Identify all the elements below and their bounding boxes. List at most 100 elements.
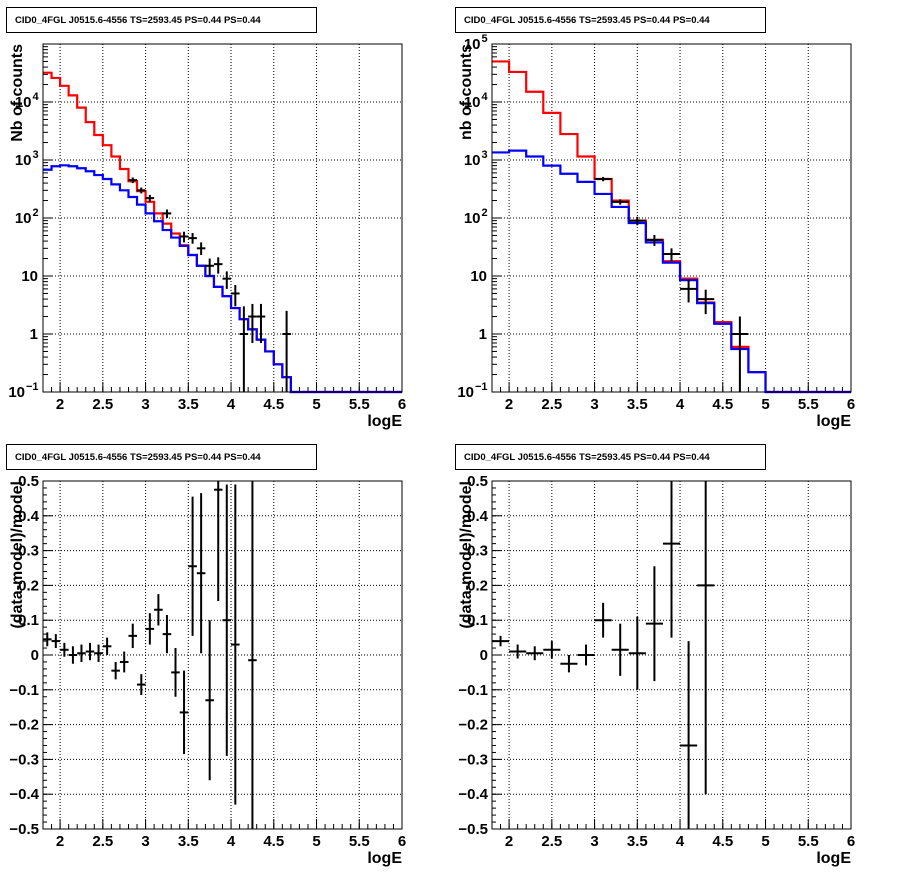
y-tick-label-base: 10 <box>464 210 481 227</box>
x-axis-title: logE <box>816 850 851 867</box>
y-tick-label-base: 10 <box>15 94 32 111</box>
y-tick-label-exponent: 3 <box>482 149 488 161</box>
y-tick-label: 0.4 <box>467 508 489 525</box>
y-tick-label-base: 10 <box>15 210 32 227</box>
x-axis-title: logE <box>367 850 402 867</box>
x-tick-label: 4 <box>676 396 685 413</box>
y-tick-label-exponent: 2 <box>33 207 39 219</box>
y-tick-label: 10 <box>470 268 487 285</box>
y-tick-label: −0.1 <box>9 682 39 699</box>
y-tick-label-base: 10 <box>464 152 481 169</box>
x-tick-label: 6 <box>847 833 855 850</box>
y-tick-label: 10 <box>21 268 38 285</box>
y-tick-label: 0 <box>31 647 39 664</box>
y-tick-label: 1 <box>30 326 38 343</box>
y-tick-label-exponent: −1 <box>26 381 39 393</box>
panel-title: CID0_4FGL J0515.6-4556 TS=2593.45 PS=0.4… <box>455 7 766 33</box>
y-tick-label: −0.1 <box>458 682 488 699</box>
y-tick-label: −0.4 <box>458 786 488 803</box>
x-tick-label: 3.5 <box>178 833 199 850</box>
y-tick-label: 0.5 <box>467 473 488 490</box>
x-tick-label: 4.5 <box>712 396 733 413</box>
histogram-series-red <box>43 71 402 394</box>
x-tick-label: 2 <box>505 833 513 850</box>
y-axis-title: (data-model)/model <box>9 481 26 629</box>
x-tick-label: 5.5 <box>349 396 370 413</box>
x-tick-label: 5 <box>761 833 769 850</box>
x-axis-title: logE <box>367 413 402 430</box>
y-tick-label-exponent: 5 <box>482 33 488 45</box>
y-tick-label-base: 10 <box>464 36 481 53</box>
x-axis-title: logE <box>816 413 851 430</box>
x-tick-label: 6 <box>847 396 855 413</box>
y-tick-label-base: 10 <box>464 94 481 111</box>
panel-title: CID0_4FGL J0515.6-4556 TS=2593.45 PS=0.4… <box>6 7 317 33</box>
x-tick-label: 3 <box>590 833 598 850</box>
x-tick-label: 3 <box>141 396 149 413</box>
y-tick-label: −0.4 <box>9 786 39 803</box>
chart-panel-3: 2 2.5 3 3.5 4 4.5 5 5.5 6 −0.5 −0.4 −0.3 −0.2 −0.1 0 0.… <box>458 473 855 867</box>
x-tick-label: 4 <box>227 833 236 850</box>
y-tick-label: 0 <box>480 647 488 664</box>
panel-title: CID0_4FGL J0515.6-4556 TS=2593.45 PS=0.4… <box>455 444 766 470</box>
y-tick-label: −0.2 <box>9 717 39 734</box>
x-tick-label: 3.5 <box>178 396 199 413</box>
y-axis-title: Nb of counts <box>9 44 26 142</box>
y-tick-label: 0.2 <box>18 577 39 594</box>
y-tick-label: −0.5 <box>458 821 488 838</box>
plot-frame <box>42 43 403 393</box>
y-tick-label: −0.3 <box>9 751 39 768</box>
x-tick-label: 5.5 <box>798 833 819 850</box>
plot-frame <box>42 480 403 830</box>
x-tick-label: 2.5 <box>92 833 113 850</box>
x-tick-label: 3.5 <box>627 396 648 413</box>
y-tick-label: −0.5 <box>9 821 39 838</box>
y-tick-label: −0.3 <box>458 751 488 768</box>
y-axis-title: (data-model)/model <box>458 481 475 629</box>
chart-panel-2: 2 2.5 3 3.5 4 4.5 5 5.5 6 −0.5 −0.4 −0.3 −0.2 −0.1 0 0.… <box>9 473 406 867</box>
x-tick-label: 2.5 <box>541 833 562 850</box>
y-tick-label: 0.1 <box>18 612 39 629</box>
plot-frame <box>491 43 852 393</box>
x-tick-label: 5 <box>312 396 320 413</box>
y-tick-label: 0.4 <box>18 508 40 525</box>
y-tick-label-base: 10 <box>457 384 474 401</box>
y-tick-label: 0.2 <box>467 577 488 594</box>
x-tick-label: 2 <box>56 396 64 413</box>
y-tick-label: 0.5 <box>18 473 39 490</box>
x-tick-label: 2 <box>56 833 64 850</box>
y-tick-label-base: 10 <box>8 384 25 401</box>
x-tick-label: 3.5 <box>627 833 648 850</box>
x-tick-label: 5.5 <box>349 833 370 850</box>
y-tick-label-exponent: 4 <box>482 91 489 103</box>
y-tick-label-exponent: 4 <box>33 91 40 103</box>
y-tick-label: 0.1 <box>467 612 488 629</box>
x-tick-label: 6 <box>398 833 406 850</box>
x-tick-label: 2.5 <box>92 396 113 413</box>
x-tick-label: 5 <box>312 833 320 850</box>
x-tick-label: 3 <box>141 833 149 850</box>
panel-title: CID0_4FGL J0515.6-4556 TS=2593.45 PS=0.4… <box>6 444 317 470</box>
x-tick-label: 4 <box>676 833 685 850</box>
y-tick-label-exponent: −1 <box>475 381 488 393</box>
x-tick-label: 6 <box>398 396 406 413</box>
y-tick-label: 0.3 <box>18 543 39 560</box>
plot-frame <box>491 480 852 830</box>
x-tick-label: 4 <box>227 396 236 413</box>
x-tick-label: 2.5 <box>541 396 562 413</box>
y-tick-label-exponent: 2 <box>482 207 488 219</box>
x-tick-label: 2 <box>505 396 513 413</box>
y-tick-label: 1 <box>479 326 487 343</box>
y-tick-label-base: 10 <box>15 152 32 169</box>
y-tick-label: −0.2 <box>458 717 488 734</box>
x-tick-label: 5.5 <box>798 396 819 413</box>
x-tick-label: 5 <box>761 396 769 413</box>
histogram-series-red <box>492 60 851 394</box>
y-tick-label: 0.3 <box>467 543 488 560</box>
y-axis-title: nb of counts <box>458 44 475 140</box>
x-tick-label: 4.5 <box>263 833 284 850</box>
histogram-series-blue <box>492 149 851 394</box>
